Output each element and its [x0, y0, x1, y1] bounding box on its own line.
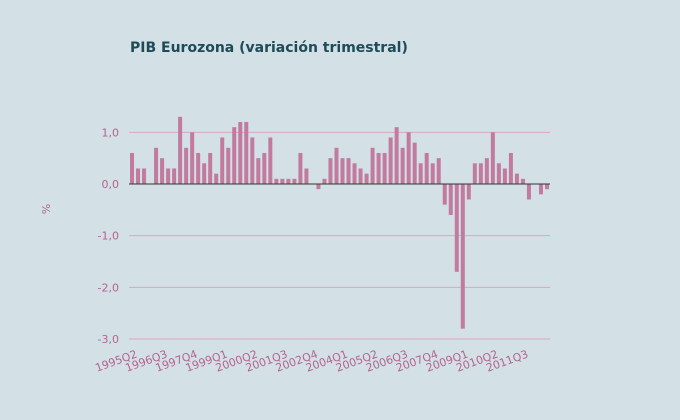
bar	[178, 116, 183, 184]
bar	[418, 163, 423, 184]
bar	[346, 158, 351, 184]
bar	[322, 178, 327, 184]
bar	[274, 178, 279, 184]
bar	[334, 147, 339, 184]
bar	[526, 183, 531, 200]
bar	[304, 168, 309, 184]
bar	[220, 137, 225, 184]
bar	[208, 152, 213, 184]
y-tick-label: -3,0	[98, 333, 119, 346]
bar	[166, 168, 171, 184]
bar	[232, 127, 237, 184]
bar	[430, 163, 435, 184]
bar	[328, 158, 333, 184]
bar	[394, 127, 399, 184]
bar	[508, 152, 513, 184]
bar	[286, 178, 291, 184]
bar	[406, 132, 411, 184]
chart-title: PIB Eurozona (variación trimestral)	[130, 40, 408, 56]
bar	[382, 152, 387, 184]
bar	[238, 121, 243, 184]
bar	[196, 152, 201, 184]
bar	[442, 183, 447, 205]
bar	[142, 168, 147, 184]
bar	[514, 173, 519, 184]
bar	[298, 152, 303, 184]
bar	[490, 132, 495, 184]
y-tick-label: -1,0	[98, 230, 119, 243]
bar	[400, 147, 405, 184]
bar	[352, 163, 357, 184]
bar	[340, 158, 345, 184]
bar	[544, 183, 549, 190]
bar	[412, 142, 417, 184]
bar	[364, 173, 369, 184]
bar	[448, 183, 453, 215]
bar	[520, 178, 525, 184]
bar	[136, 168, 141, 184]
bar	[316, 183, 321, 190]
bar	[376, 152, 381, 184]
y-tick-label: 1,0	[102, 126, 120, 139]
bar	[250, 137, 255, 184]
bar	[496, 163, 501, 184]
bar	[436, 158, 441, 184]
y-tick-label: 0,0	[102, 178, 120, 191]
bar	[202, 163, 207, 184]
bar	[280, 178, 285, 184]
bar	[370, 147, 375, 184]
bar	[172, 168, 177, 184]
bar	[268, 137, 273, 184]
bar	[472, 163, 477, 184]
y-tick-label: -2,0	[98, 281, 119, 294]
bar	[292, 178, 297, 184]
bar	[478, 163, 483, 184]
bar	[160, 158, 165, 184]
bar	[214, 173, 219, 184]
bar	[424, 152, 429, 184]
bar	[184, 147, 189, 184]
bar	[466, 183, 471, 200]
bar	[484, 158, 489, 184]
bar	[226, 147, 231, 184]
bar	[262, 152, 267, 184]
bar	[190, 132, 195, 184]
bar	[130, 152, 135, 184]
bar	[154, 147, 159, 184]
bar	[244, 121, 249, 184]
bar	[538, 183, 543, 195]
bar	[388, 137, 393, 184]
bar	[460, 183, 465, 329]
y-axis-label: %	[40, 204, 53, 214]
bar	[454, 183, 459, 272]
bar	[502, 168, 507, 184]
bar	[256, 158, 261, 184]
bar	[358, 168, 363, 184]
